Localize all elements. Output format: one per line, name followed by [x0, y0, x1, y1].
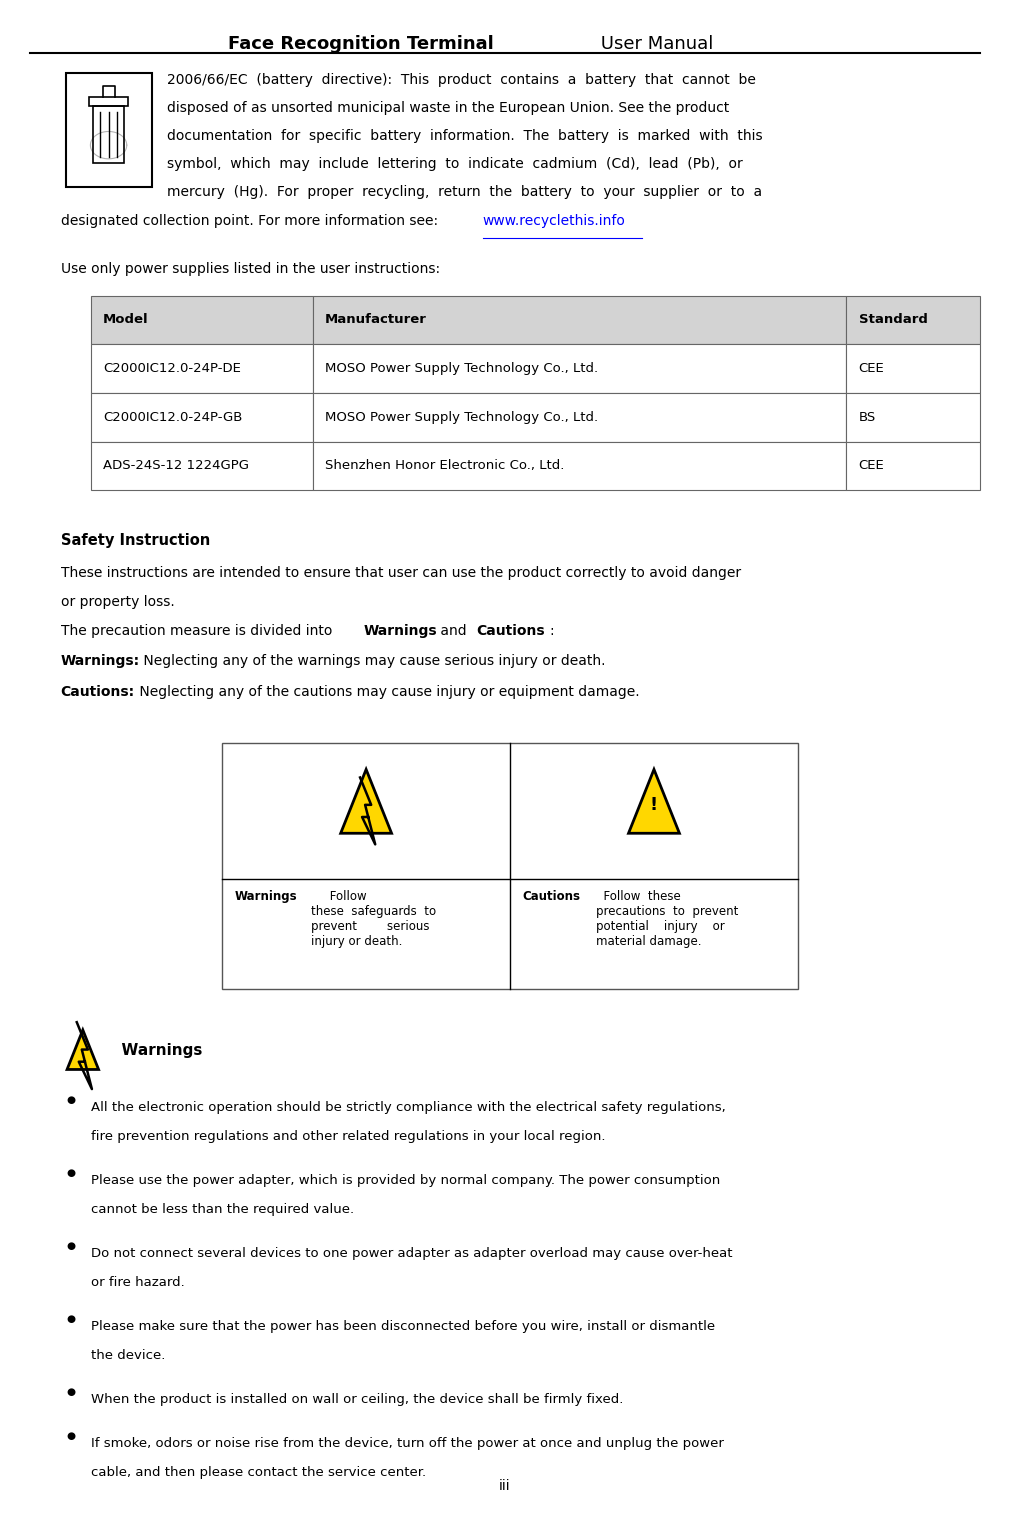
Text: Neglecting any of the cautions may cause injury or equipment damage.: Neglecting any of the cautions may cause…: [135, 686, 640, 699]
Text: Follow
these  safeguards  to
prevent        serious
injury or death.: Follow these safeguards to prevent serio…: [311, 891, 436, 948]
Text: iii: iii: [499, 1479, 511, 1493]
Text: These instructions are intended to ensure that user can use the product correctl: These instructions are intended to ensur…: [61, 567, 740, 581]
Text: !: !: [649, 796, 659, 813]
Text: MOSO Power Supply Technology Co., Ltd.: MOSO Power Supply Technology Co., Ltd.: [325, 410, 598, 424]
Bar: [91, 442, 313, 491]
Text: symbol,  which  may  include  lettering  to  indicate  cadmium  (Cd),  lead  (Pb: symbol, which may include lettering to i…: [167, 158, 742, 172]
Bar: [846, 394, 980, 442]
Text: Warnings: Warnings: [364, 625, 437, 638]
Text: C2000IC12.0-24P-GB: C2000IC12.0-24P-GB: [103, 410, 242, 424]
Polygon shape: [67, 1031, 99, 1070]
Bar: [846, 296, 980, 345]
Text: When the product is installed on wall or ceiling, the device shall be firmly fix: When the product is installed on wall or…: [91, 1394, 623, 1406]
Text: Model: Model: [103, 313, 148, 327]
Text: ●: ●: [67, 1169, 76, 1178]
Text: ●: ●: [67, 1432, 76, 1441]
Text: disposed of as unsorted municipal waste in the European Union. See the product: disposed of as unsorted municipal waste …: [167, 100, 729, 116]
Polygon shape: [340, 769, 392, 833]
Text: designated collection point. For more information see:: designated collection point. For more in…: [61, 214, 442, 228]
Text: cable, and then please contact the service center.: cable, and then please contact the servi…: [91, 1467, 426, 1479]
Polygon shape: [628, 769, 680, 833]
Text: Cautions: Cautions: [477, 625, 545, 638]
Text: Cautions: Cautions: [522, 891, 580, 903]
Text: :: :: [549, 625, 554, 638]
Bar: [94, 106, 124, 164]
Text: ADS-24S-12 1224GPG: ADS-24S-12 1224GPG: [103, 459, 249, 473]
Text: or property loss.: or property loss.: [61, 596, 175, 610]
Text: or fire hazard.: or fire hazard.: [91, 1277, 185, 1289]
Bar: [313, 442, 846, 491]
Bar: [90, 97, 127, 106]
Bar: [313, 296, 846, 345]
Bar: [313, 394, 846, 442]
Bar: [846, 345, 980, 394]
Text: ●: ●: [67, 1315, 76, 1324]
Text: documentation  for  specific  battery  information.  The  battery  is  marked  w: documentation for specific battery infor…: [167, 129, 763, 143]
Text: ●: ●: [67, 1388, 76, 1397]
Text: ●: ●: [67, 1242, 76, 1251]
Text: Use only power supplies listed in the user instructions:: Use only power supplies listed in the us…: [61, 263, 439, 277]
Text: CEE: CEE: [858, 362, 884, 375]
Text: C2000IC12.0-24P-DE: C2000IC12.0-24P-DE: [103, 362, 241, 375]
Text: Please make sure that the power has been disconnected before you wire, install o: Please make sure that the power has been…: [91, 1321, 715, 1333]
Text: Manufacturer: Manufacturer: [325, 313, 427, 327]
Text: ●: ●: [67, 1096, 76, 1105]
Text: The precaution measure is divided into: The precaution measure is divided into: [61, 625, 336, 638]
Text: cannot be less than the required value.: cannot be less than the required value.: [91, 1204, 355, 1216]
Text: fire prevention regulations and other related regulations in your local region.: fire prevention regulations and other re…: [91, 1131, 605, 1143]
Text: Safety Instruction: Safety Instruction: [61, 534, 210, 547]
Text: Shenzhen Honor Electronic Co., Ltd.: Shenzhen Honor Electronic Co., Ltd.: [325, 459, 565, 473]
Text: MOSO Power Supply Technology Co., Ltd.: MOSO Power Supply Technology Co., Ltd.: [325, 362, 598, 375]
Bar: [91, 345, 313, 394]
Bar: [66, 73, 152, 187]
Text: Cautions:: Cautions:: [61, 686, 134, 699]
Text: Neglecting any of the warnings may cause serious injury or death.: Neglecting any of the warnings may cause…: [139, 655, 606, 669]
Bar: [91, 296, 313, 345]
Text: All the electronic operation should be strictly compliance with the electrical s: All the electronic operation should be s…: [91, 1102, 725, 1114]
Text: If smoke, odors or noise rise from the device, turn off the power at once and un: If smoke, odors or noise rise from the d…: [91, 1438, 724, 1450]
Text: www.recyclethis.info: www.recyclethis.info: [483, 214, 625, 228]
Text: CEE: CEE: [858, 459, 884, 473]
Text: Please use the power adapter, which is provided by normal company. The power con: Please use the power adapter, which is p…: [91, 1175, 720, 1187]
Text: Warnings: Warnings: [234, 891, 297, 903]
Text: Standard: Standard: [858, 313, 927, 327]
Bar: [313, 345, 846, 394]
Bar: [91, 394, 313, 442]
Text: User Manual: User Manual: [595, 35, 714, 53]
Text: Warnings:: Warnings:: [61, 655, 139, 669]
Text: Do not connect several devices to one power adapter as adapter overload may caus: Do not connect several devices to one po…: [91, 1248, 732, 1260]
Text: and: and: [436, 625, 472, 638]
Bar: [846, 442, 980, 491]
Text: 2006/66/EC  (battery  directive):  This  product  contains  a  battery  that  ca: 2006/66/EC (battery directive): This pro…: [167, 73, 755, 87]
Text: Warnings: Warnings: [111, 1044, 202, 1058]
Text: BS: BS: [858, 410, 876, 424]
Text: the device.: the device.: [91, 1350, 166, 1362]
Bar: [222, 743, 798, 990]
Text: Follow  these
precautions  to  prevent
potential    injury    or
material damage: Follow these precautions to prevent pote…: [596, 891, 738, 948]
Text: mercury  (Hg).  For  proper  recycling,  return  the  battery  to  your  supplie: mercury (Hg). For proper recycling, retu…: [167, 185, 762, 199]
Text: Face Recognition Terminal: Face Recognition Terminal: [227, 35, 494, 53]
